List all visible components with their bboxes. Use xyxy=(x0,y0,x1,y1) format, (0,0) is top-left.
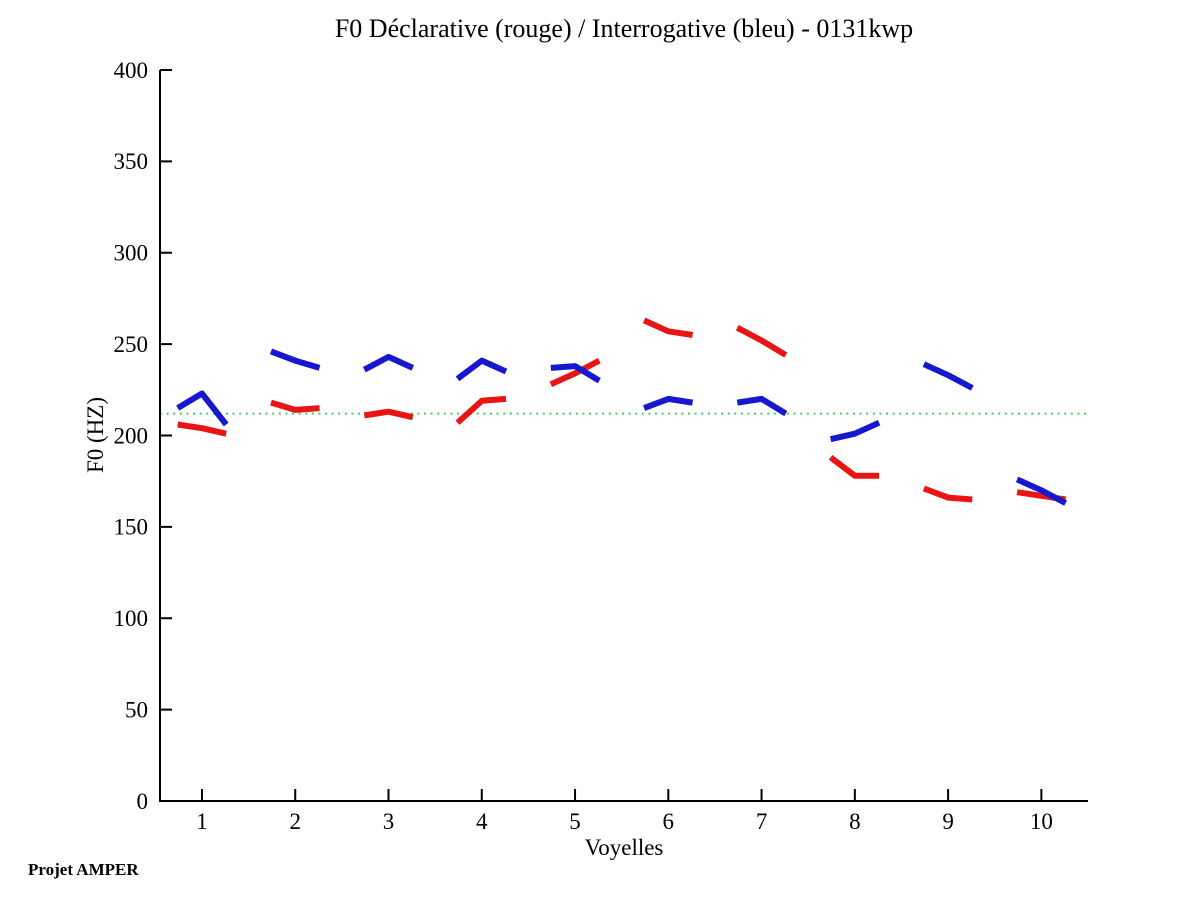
y-tick-label: 200 xyxy=(114,423,149,448)
declarative-segment-v9 xyxy=(922,485,973,503)
y-tick-label: 250 xyxy=(114,332,149,357)
interrogative-segment-v1 xyxy=(176,390,229,427)
x-axis-label: Voyelles xyxy=(584,835,664,860)
declarative-segment-v2 xyxy=(270,399,320,413)
y-tick-label: 150 xyxy=(114,515,149,540)
y-tick-label: 400 xyxy=(114,58,149,83)
declarative-segment-v3 xyxy=(363,408,414,421)
interrogative-segment-v8 xyxy=(829,419,881,443)
interrogative-segment-v7 xyxy=(736,395,788,417)
x-tick-label: 1 xyxy=(196,809,208,834)
x-tick-label: 3 xyxy=(383,809,395,834)
x-tick-label: 5 xyxy=(569,809,581,834)
interrogative-segment-v4 xyxy=(455,357,508,382)
x-tick-label: 7 xyxy=(756,809,768,834)
x-tick-label: 6 xyxy=(663,809,675,834)
interrogative-segment-v5 xyxy=(550,363,601,384)
x-tick-label: 9 xyxy=(942,809,954,834)
interrogative-segment-v10 xyxy=(1015,476,1068,506)
declarative-segment-v8 xyxy=(828,455,880,479)
y-axis-label: F0 (HZ) xyxy=(83,396,108,474)
declarative-segment-v4 xyxy=(455,395,507,425)
axes-frame xyxy=(159,70,1088,802)
interrogative-segment-v2 xyxy=(269,348,321,371)
project-annotation: Projet AMPER xyxy=(28,860,139,879)
interrogative-segment-v9 xyxy=(922,361,974,391)
y-tick-label: 300 xyxy=(114,241,149,266)
declarative-segment-v1 xyxy=(177,421,227,437)
declarative-segment-v6 xyxy=(642,317,694,338)
y-tick-label: 50 xyxy=(125,697,148,722)
interrogative-segment-v6 xyxy=(643,395,694,411)
declarative-segment-v5 xyxy=(549,357,601,388)
chart-title: F0 Déclarative (rouge) / Interrogative (… xyxy=(334,14,914,43)
interrogative-segment-v3 xyxy=(362,353,415,373)
declarative-segment-v7 xyxy=(735,325,788,358)
y-tick-label: 0 xyxy=(137,789,149,814)
x-tick-label: 8 xyxy=(849,809,861,834)
x-tick-label: 10 xyxy=(1030,809,1053,834)
y-tick-label: 350 xyxy=(114,149,149,174)
x-tick-label: 2 xyxy=(289,809,301,834)
y-tick-label: 100 xyxy=(114,606,149,631)
x-tick-label: 4 xyxy=(476,809,488,834)
